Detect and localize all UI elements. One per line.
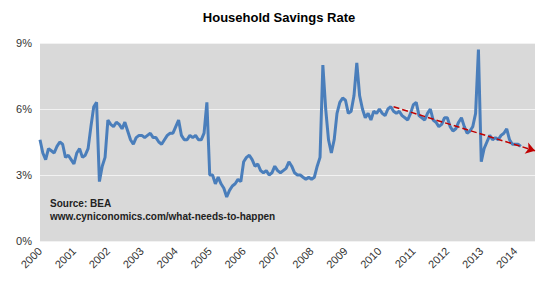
svg-text:6%: 6% <box>16 103 32 115</box>
svg-text:2013: 2013 <box>460 245 486 271</box>
svg-text:2000: 2000 <box>18 245 44 271</box>
svg-text:www.cyniconomics.com/what-need: www.cyniconomics.com/what-needs-to-happe… <box>49 211 275 222</box>
svg-text:2003: 2003 <box>120 245 146 271</box>
svg-text:Household Savings Rate: Household Savings Rate <box>203 10 355 25</box>
svg-text:2007: 2007 <box>256 245 282 271</box>
svg-text:3%: 3% <box>16 169 32 181</box>
svg-text:2006: 2006 <box>222 245 248 271</box>
svg-text:2012: 2012 <box>426 245 452 271</box>
svg-text:2001: 2001 <box>52 245 78 271</box>
svg-text:Source: BEA: Source: BEA <box>50 198 111 209</box>
svg-text:9%: 9% <box>16 37 32 49</box>
svg-text:0%: 0% <box>16 235 32 247</box>
svg-text:2014: 2014 <box>494 245 520 271</box>
svg-text:2011: 2011 <box>392 245 417 270</box>
svg-text:2004: 2004 <box>154 245 180 271</box>
svg-text:2005: 2005 <box>188 245 214 271</box>
svg-text:2010: 2010 <box>358 245 384 271</box>
svg-text:2002: 2002 <box>86 245 112 271</box>
svg-text:2009: 2009 <box>324 245 350 271</box>
svg-text:2008: 2008 <box>290 245 316 271</box>
